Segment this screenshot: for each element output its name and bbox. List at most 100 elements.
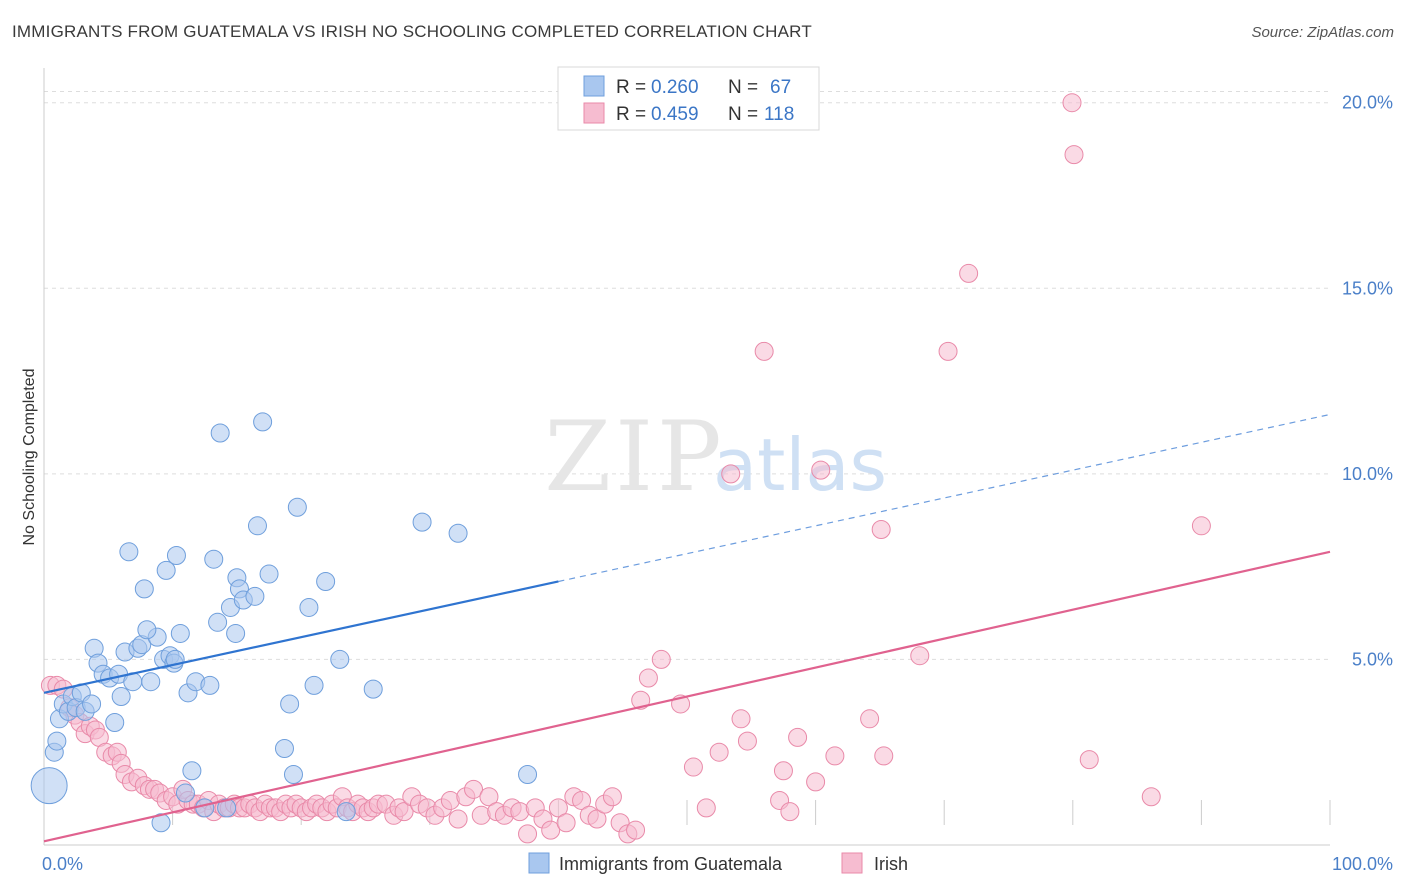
guatemala-point <box>316 571 336 591</box>
guatemala-point <box>134 579 154 599</box>
guatemala-point <box>217 798 237 818</box>
guatemala-point <box>156 560 176 580</box>
guatemala-point <box>245 586 265 606</box>
legend-r-value-blue: 0.260 <box>651 77 699 98</box>
guatemala-point <box>170 623 190 643</box>
irish-point <box>1191 516 1211 536</box>
guatemala-point <box>119 542 139 562</box>
guatemala-point <box>336 802 356 822</box>
legend-swatch-blue <box>583 75 605 97</box>
irish-point <box>556 813 576 833</box>
irish-point <box>587 809 607 829</box>
irish-point <box>754 341 774 361</box>
guatemala-point <box>166 546 186 565</box>
guatemala-point <box>47 731 67 751</box>
x-tick-label: 100.0% <box>1332 854 1393 874</box>
irish-point <box>572 790 592 810</box>
legend-n-label: N = <box>728 104 758 125</box>
guatemala-point <box>253 412 273 432</box>
irish-point <box>541 820 561 840</box>
guatemala-point <box>210 423 230 443</box>
legend-r-value-pink: 0.459 <box>651 104 699 125</box>
guatemala-point <box>182 761 202 781</box>
irish-point <box>1064 145 1084 165</box>
irish-point <box>780 802 800 822</box>
irish-point <box>651 649 671 669</box>
irish-point <box>448 809 468 829</box>
guatemala-trend-line <box>43 580 559 694</box>
guatemala-point <box>304 675 324 695</box>
series-swatch-irish <box>841 852 863 874</box>
guatemala-point <box>137 620 157 640</box>
guatemala-point <box>518 764 538 784</box>
guatemala-point <box>259 564 279 584</box>
legend-n-value-blue: 67 <box>770 77 791 98</box>
irish-point <box>910 646 930 666</box>
irish-trend-line <box>43 550 1331 843</box>
guatemala-point <box>105 713 125 733</box>
guatemala-point <box>280 694 300 714</box>
irish-point <box>871 520 891 540</box>
guatemala-point <box>141 672 161 692</box>
legend-n-value-pink: 118 <box>764 104 794 125</box>
series-legend: Immigrants from Guatemala Irish <box>528 852 908 874</box>
guatemala-point <box>299 597 319 617</box>
irish-point <box>518 824 538 844</box>
irish-point <box>825 746 845 766</box>
irish-point <box>938 341 958 361</box>
guatemala-point <box>274 739 294 758</box>
guatemala-point <box>195 798 215 818</box>
irish-point <box>548 798 568 818</box>
watermark-zip: ZIP <box>544 401 725 513</box>
y-tick-label: 10.0% <box>1342 464 1393 484</box>
irish-point <box>874 746 894 766</box>
irish-point <box>602 787 622 807</box>
chart-title: IMMIGRANTS FROM GUATEMALA VS IRISH NO SC… <box>12 22 812 41</box>
guatemala-point <box>208 612 228 632</box>
watermark-atlas: atlas <box>713 423 887 507</box>
y-axis-label: No Schooling Completed <box>21 369 38 546</box>
irish-point <box>479 787 499 807</box>
guatemala-point <box>82 694 102 714</box>
series-swatch-guatemala <box>528 852 550 874</box>
legend-r-label: R = <box>616 104 646 125</box>
y-tick-label: 5.0% <box>1352 649 1393 669</box>
correlation-legend: R = 0.260 N = 67 R = 0.459 N = 118 <box>557 66 820 131</box>
irish-point <box>1079 750 1099 770</box>
irish-point <box>737 731 757 751</box>
irish-point <box>1141 787 1161 807</box>
guatemala-point <box>412 512 432 532</box>
irish-point <box>464 779 484 799</box>
y-tick-label: 20.0% <box>1342 93 1393 113</box>
guatemala-point <box>287 497 307 517</box>
irish-point <box>683 757 703 777</box>
guatemala-point <box>448 523 468 543</box>
irish-point <box>631 690 651 710</box>
irish-point <box>773 761 793 781</box>
x-tick-label: 0.0% <box>42 854 83 874</box>
legend-swatch-pink <box>583 102 605 124</box>
guatemala-point <box>247 516 267 536</box>
irish-point <box>626 820 646 840</box>
guatemala-point <box>200 675 220 695</box>
guatemala-point <box>151 813 171 833</box>
irish-point <box>860 709 880 729</box>
trend-lines <box>43 413 1331 843</box>
series-label-guatemala: Immigrants from Guatemala <box>559 854 783 874</box>
guatemala-point <box>204 549 224 569</box>
legend-n-label: N = <box>728 77 758 98</box>
watermark: ZIP atlas <box>544 401 887 513</box>
irish-point <box>638 668 658 688</box>
guatemala-points <box>30 412 538 833</box>
irish-point <box>731 709 751 729</box>
irish-point <box>721 464 741 484</box>
guatemala-point <box>175 783 195 803</box>
irish-point <box>394 802 414 822</box>
irish-point <box>696 798 716 818</box>
legend-r-label: R = <box>616 77 646 98</box>
y-tick-label: 15.0% <box>1342 278 1393 298</box>
irish-point <box>959 263 979 283</box>
source-label: Source: ZipAtlas.com <box>1251 24 1394 41</box>
irish-point <box>811 460 831 480</box>
